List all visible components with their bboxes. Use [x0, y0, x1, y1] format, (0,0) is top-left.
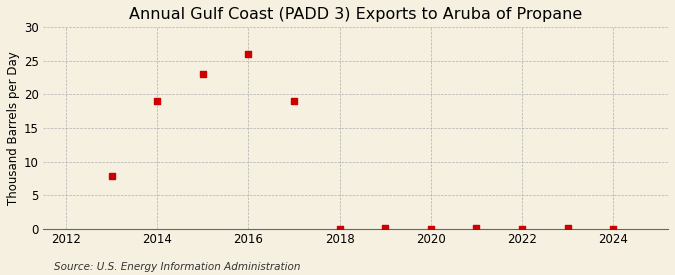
- Point: [380, 226, 391, 231]
- Point: [106, 174, 117, 179]
- Point: [197, 72, 208, 76]
- Point: [152, 99, 163, 103]
- Point: [471, 226, 482, 231]
- Point: [334, 226, 345, 231]
- Point: [562, 226, 573, 231]
- Point: [425, 226, 436, 231]
- Point: [289, 99, 300, 103]
- Y-axis label: Thousand Barrels per Day: Thousand Barrels per Day: [7, 51, 20, 205]
- Title: Annual Gulf Coast (PADD 3) Exports to Aruba of Propane: Annual Gulf Coast (PADD 3) Exports to Ar…: [129, 7, 583, 22]
- Point: [608, 226, 619, 231]
- Point: [516, 226, 527, 231]
- Text: Source: U.S. Energy Information Administration: Source: U.S. Energy Information Administ…: [54, 262, 300, 272]
- Point: [243, 52, 254, 56]
